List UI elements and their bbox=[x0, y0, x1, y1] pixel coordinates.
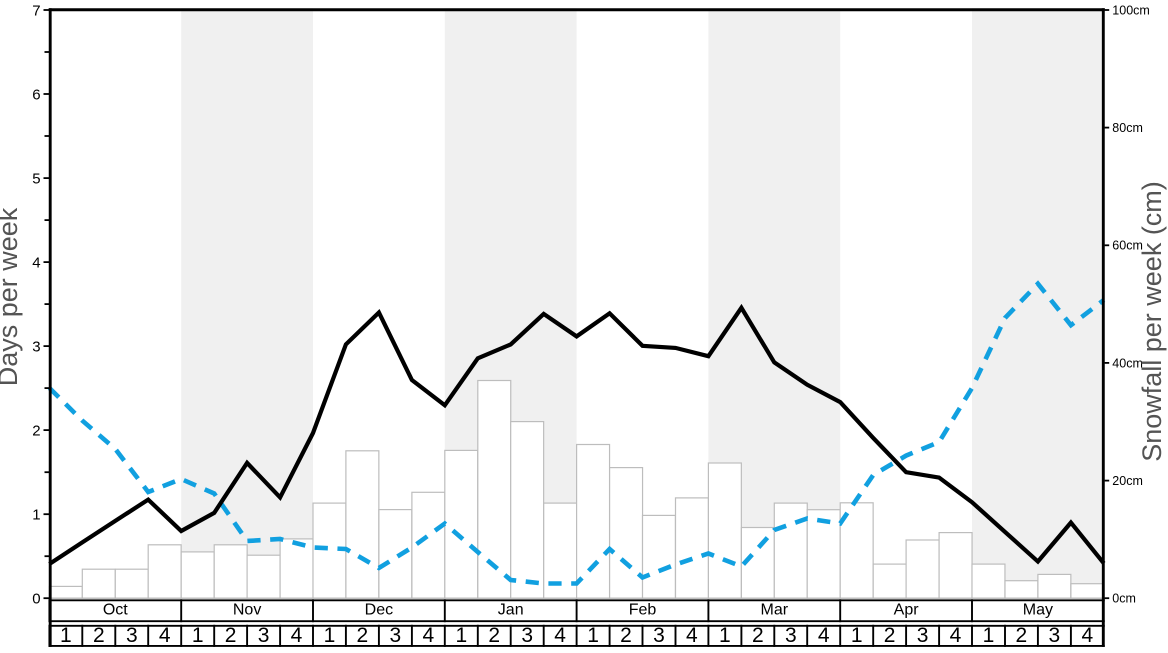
svg-text:Mar: Mar bbox=[761, 601, 789, 618]
svg-text:May: May bbox=[1023, 601, 1053, 618]
svg-text:4: 4 bbox=[1081, 624, 1093, 647]
svg-text:3: 3 bbox=[653, 624, 665, 647]
svg-text:Oct: Oct bbox=[103, 601, 128, 618]
svg-text:Apr: Apr bbox=[894, 601, 920, 618]
svg-text:4: 4 bbox=[159, 624, 171, 647]
svg-text:1: 1 bbox=[851, 624, 863, 647]
svg-text:3: 3 bbox=[258, 624, 270, 647]
svg-text:20cm: 20cm bbox=[1112, 474, 1143, 488]
svg-text:2: 2 bbox=[225, 624, 237, 647]
svg-text:2: 2 bbox=[357, 624, 369, 647]
svg-text:1: 1 bbox=[455, 624, 467, 647]
svg-text:100cm: 100cm bbox=[1112, 3, 1150, 17]
svg-text:2: 2 bbox=[884, 624, 896, 647]
svg-text:1: 1 bbox=[719, 624, 731, 647]
svg-text:1: 1 bbox=[192, 624, 204, 647]
svg-text:7: 7 bbox=[32, 2, 40, 19]
svg-text:3: 3 bbox=[917, 624, 929, 647]
svg-text:4: 4 bbox=[686, 624, 698, 647]
svg-text:1: 1 bbox=[587, 624, 599, 647]
svg-text:1: 1 bbox=[983, 624, 995, 647]
svg-text:3: 3 bbox=[390, 624, 402, 647]
svg-text:Jan: Jan bbox=[498, 601, 524, 618]
svg-text:80cm: 80cm bbox=[1112, 121, 1143, 135]
svg-text:4: 4 bbox=[950, 624, 962, 647]
svg-text:3: 3 bbox=[521, 624, 533, 647]
svg-text:2: 2 bbox=[93, 624, 105, 647]
svg-text:2: 2 bbox=[32, 422, 40, 439]
svg-text:4: 4 bbox=[422, 624, 434, 647]
svg-text:5: 5 bbox=[32, 170, 40, 187]
svg-text:Snowfall per week (cm): Snowfall per week (cm) bbox=[1137, 181, 1167, 462]
svg-text:2: 2 bbox=[752, 624, 764, 647]
svg-text:2: 2 bbox=[620, 624, 632, 647]
svg-text:3: 3 bbox=[126, 624, 138, 647]
svg-text:4: 4 bbox=[32, 254, 40, 271]
svg-text:3: 3 bbox=[32, 338, 40, 355]
svg-text:4: 4 bbox=[818, 624, 830, 647]
svg-text:Nov: Nov bbox=[233, 601, 261, 618]
svg-text:1: 1 bbox=[32, 507, 40, 524]
svg-text:6: 6 bbox=[32, 86, 40, 103]
svg-text:1: 1 bbox=[60, 624, 72, 647]
svg-text:Feb: Feb bbox=[629, 601, 657, 618]
svg-text:40cm: 40cm bbox=[1112, 356, 1143, 370]
svg-text:0cm: 0cm bbox=[1112, 592, 1136, 606]
svg-text:Days per week: Days per week bbox=[0, 207, 23, 386]
svg-text:60cm: 60cm bbox=[1112, 239, 1143, 253]
svg-text:1: 1 bbox=[324, 624, 336, 647]
svg-text:2: 2 bbox=[1016, 624, 1028, 647]
svg-text:3: 3 bbox=[785, 624, 797, 647]
svg-text:2: 2 bbox=[488, 624, 500, 647]
svg-text:3: 3 bbox=[1049, 624, 1061, 647]
svg-text:4: 4 bbox=[554, 624, 566, 647]
svg-text:Dec: Dec bbox=[365, 601, 393, 618]
svg-text:4: 4 bbox=[291, 624, 303, 647]
svg-text:0: 0 bbox=[32, 591, 40, 608]
